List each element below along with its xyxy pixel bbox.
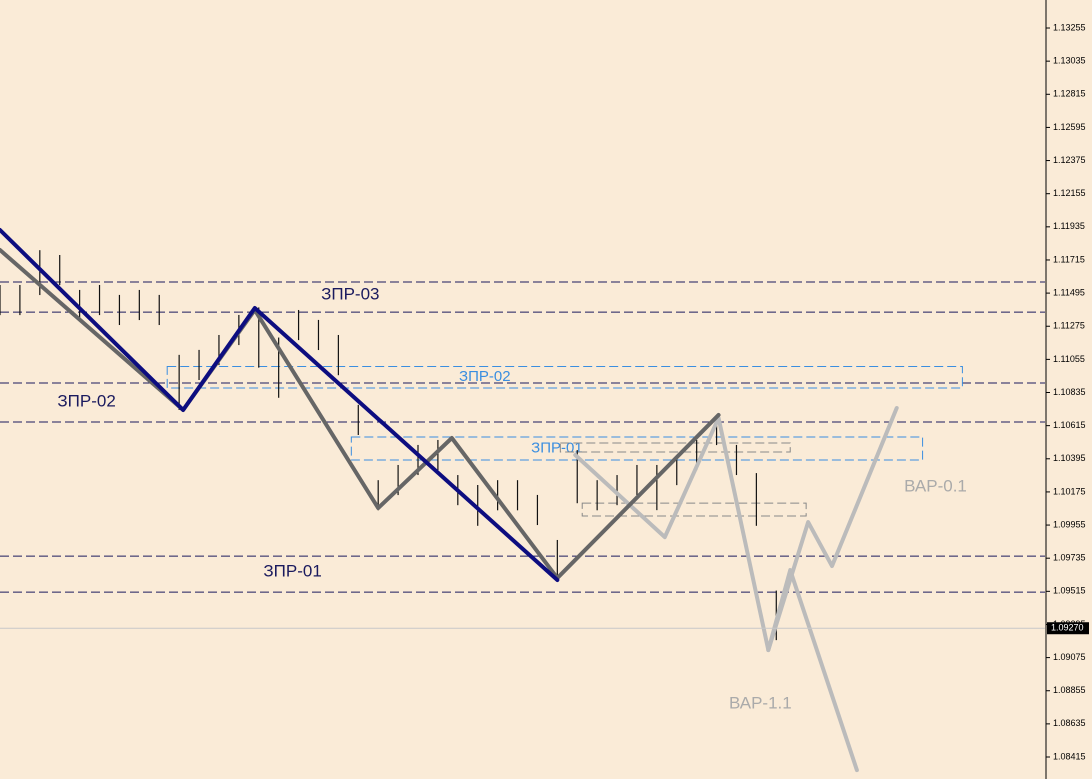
y-tick-label: 1.09515	[1053, 586, 1086, 596]
zigzag-line	[766, 568, 859, 773]
y-tick-label: 1.11055	[1053, 354, 1085, 364]
y-tick-label: 1.13035	[1053, 56, 1086, 66]
y-tick-label: 1.08635	[1053, 718, 1086, 728]
y-tick-label: 1.10835	[1053, 387, 1086, 397]
y-tick-label: 1.08415	[1053, 751, 1086, 761]
zone-box	[559, 442, 791, 453]
y-tick-label: 1.08855	[1053, 685, 1086, 695]
y-tick-label: 1.09075	[1053, 652, 1086, 662]
y-tick-label: 1.11275	[1053, 321, 1085, 331]
current-price-box	[1047, 622, 1089, 635]
annotation: ЗПР-02	[57, 391, 115, 410]
annotation: ВАР-1.1	[729, 693, 792, 712]
y-tick-label: 1.10175	[1053, 486, 1086, 496]
y-tick-label: 1.12155	[1053, 188, 1086, 198]
y-tick-label: 1.09735	[1053, 553, 1086, 563]
zone-box	[581, 502, 807, 517]
y-tick-label: 1.11715	[1053, 254, 1085, 264]
zone-label: ЗПР-02	[459, 368, 511, 385]
y-tick-label: 1.10615	[1053, 420, 1086, 430]
annotation: ВАР-0.1	[904, 477, 967, 496]
zone-box	[350, 436, 924, 461]
annotation: ЗПР-03	[321, 285, 379, 304]
zone-box	[166, 365, 963, 389]
y-tick-label: 1.12595	[1053, 122, 1086, 132]
zigzag-line	[0, 227, 560, 583]
annotation: ЗПР-01	[263, 562, 321, 581]
y-tick-label: 1.11935	[1053, 221, 1085, 231]
y-tick-label: 1.09955	[1053, 519, 1086, 529]
y-tick-label: 1.12815	[1053, 89, 1086, 99]
y-tick-label: 1.13255	[1053, 22, 1086, 32]
y-tick-label: 1.10395	[1053, 453, 1086, 463]
y-tick-label: 1.12375	[1053, 155, 1086, 165]
y-tick-label: 1.11495	[1053, 287, 1085, 297]
current-price-label: 1.09270	[1051, 623, 1084, 633]
